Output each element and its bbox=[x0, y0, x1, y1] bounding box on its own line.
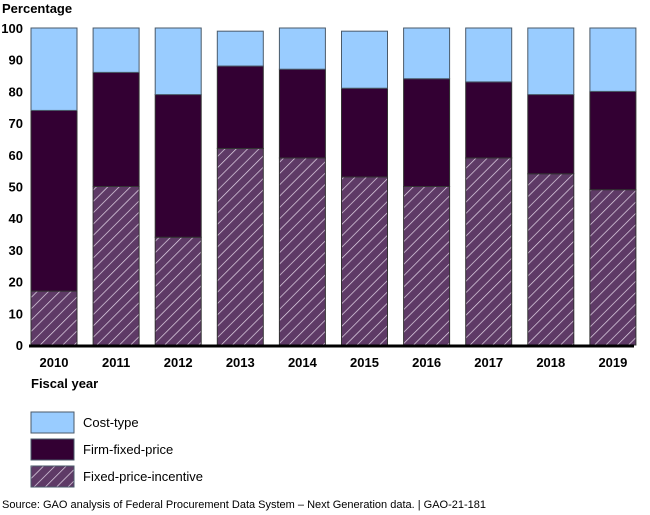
bar-segment-fixed-price-incentive-2013 bbox=[216, 147, 264, 346]
x-tick-label: 2013 bbox=[226, 355, 255, 370]
bar-segment-firm-fixed-price-2019 bbox=[589, 90, 637, 191]
bar-group-2016 bbox=[403, 27, 451, 346]
x-tick-label: 2019 bbox=[598, 355, 627, 370]
x-tick-label: 2018 bbox=[536, 355, 565, 370]
bar-group-2011 bbox=[92, 27, 140, 346]
bar-segment-cost-type-2012 bbox=[154, 27, 202, 96]
bar-segment-fixed-price-incentive-2011 bbox=[92, 186, 140, 346]
x-tick-label: 2012 bbox=[164, 355, 193, 370]
bar-segment-firm-fixed-price-2014 bbox=[278, 68, 326, 159]
y-axis-title: Percentage bbox=[2, 1, 72, 16]
legend-label: Fixed-price-incentive bbox=[83, 469, 203, 484]
bar-segment-fixed-price-incentive-2012 bbox=[154, 236, 202, 346]
bar-segment-fixed-price-incentive-2018 bbox=[527, 173, 575, 346]
y-tick-label: 10 bbox=[9, 306, 23, 321]
y-axis-ticks: 0 10 20 30 40 50 60 70 80 90 100 bbox=[1, 21, 23, 353]
bar-segment-firm-fixed-price-2012 bbox=[154, 94, 202, 238]
x-tick-label: 2017 bbox=[474, 355, 503, 370]
legend-swatch bbox=[30, 411, 75, 434]
bar-segment-cost-type-2017 bbox=[465, 27, 513, 83]
bar-segment-fixed-price-incentive-2010 bbox=[30, 290, 78, 346]
y-tick-label: 40 bbox=[9, 211, 23, 226]
source-note: Source: GAO analysis of Federal Procurem… bbox=[2, 499, 486, 511]
y-tick-label: 90 bbox=[9, 53, 23, 68]
bar-group-2015 bbox=[341, 30, 388, 346]
legend: Cost-type Firm-fixed-price Fixed-price-inc… bbox=[30, 411, 203, 488]
y-tick-label: 0 bbox=[16, 338, 23, 353]
x-axis-ticks: 2010 2011 2012 2013 2014 2015 2016 2017 2018 2019 bbox=[40, 355, 628, 370]
legend-label: Firm-fixed-price bbox=[83, 442, 173, 457]
bar-segment-fixed-price-incentive-2015 bbox=[341, 176, 388, 346]
x-axis-title: Fiscal year bbox=[31, 376, 98, 391]
y-tick-label: 50 bbox=[9, 180, 23, 195]
y-tick-label: 20 bbox=[9, 275, 23, 290]
legend-swatch bbox=[30, 438, 75, 461]
y-tick-label: 60 bbox=[9, 148, 23, 163]
bar-segment-cost-type-2018 bbox=[527, 27, 575, 96]
bar-segment-firm-fixed-price-2010 bbox=[30, 109, 78, 292]
bar-group-2012 bbox=[154, 27, 202, 346]
bar-segment-fixed-price-incentive-2017 bbox=[465, 157, 513, 346]
bar-segment-cost-type-2011 bbox=[92, 27, 140, 73]
legend-swatch bbox=[30, 465, 75, 488]
x-tick-label: 2016 bbox=[412, 355, 441, 370]
x-tick-label: 2014 bbox=[288, 355, 318, 370]
bar-segment-fixed-price-incentive-2014 bbox=[278, 157, 326, 346]
x-tick-label: 2011 bbox=[102, 355, 130, 370]
y-tick-label: 30 bbox=[9, 243, 23, 258]
bar-segment-cost-type-2016 bbox=[403, 27, 451, 80]
bar-segment-firm-fixed-price-2015 bbox=[341, 87, 388, 178]
bar-group-2013 bbox=[216, 30, 264, 346]
bar-segment-firm-fixed-price-2011 bbox=[92, 71, 140, 187]
bar-segment-firm-fixed-price-2018 bbox=[527, 94, 575, 175]
bar-group-2014 bbox=[278, 27, 326, 346]
y-tick-label: 80 bbox=[9, 84, 23, 99]
bar-segment-fixed-price-incentive-2016 bbox=[403, 186, 451, 346]
bar-group-2010 bbox=[30, 27, 78, 346]
legend-label: Cost-type bbox=[83, 415, 139, 430]
bar-segment-fixed-price-incentive-2019 bbox=[589, 189, 637, 346]
bar-segment-cost-type-2015 bbox=[341, 30, 388, 89]
bar-segment-firm-fixed-price-2013 bbox=[216, 65, 264, 149]
bar-segment-cost-type-2014 bbox=[278, 27, 326, 70]
x-tick-label: 2010 bbox=[40, 355, 69, 370]
bar-group-2019 bbox=[589, 27, 637, 346]
y-tick-label: 100 bbox=[1, 21, 23, 36]
bar-segment-cost-type-2019 bbox=[589, 27, 637, 92]
bar-group-2017 bbox=[465, 27, 513, 346]
bar-segment-cost-type-2013 bbox=[216, 30, 264, 67]
bar-segment-cost-type-2010 bbox=[30, 27, 78, 111]
bar-segment-firm-fixed-price-2017 bbox=[465, 81, 513, 159]
bar-segment-firm-fixed-price-2016 bbox=[403, 78, 451, 187]
y-tick-label: 70 bbox=[9, 116, 23, 131]
x-tick-label: 2015 bbox=[350, 355, 379, 370]
bar-group-2018 bbox=[527, 27, 575, 346]
bars bbox=[30, 27, 637, 346]
